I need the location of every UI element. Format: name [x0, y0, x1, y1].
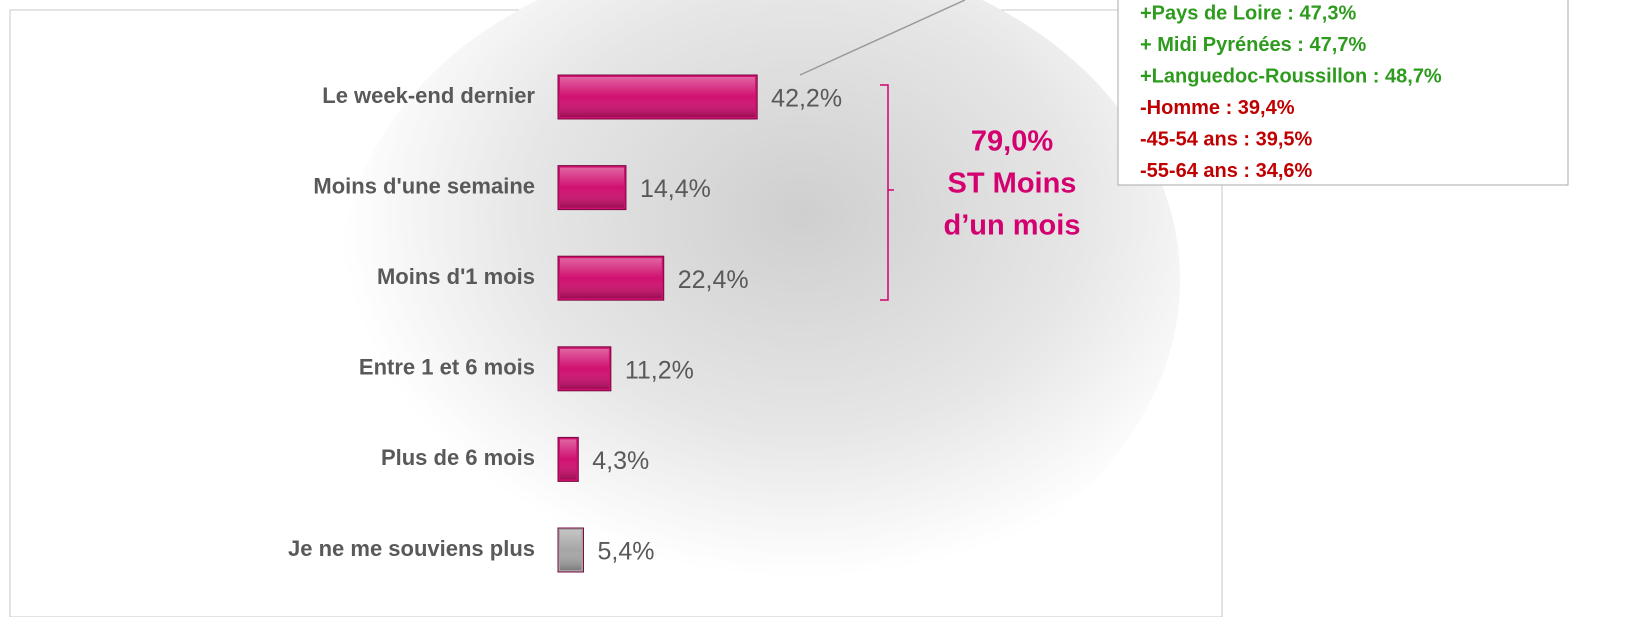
callout-line: -55-64 ans : 34,6% — [1140, 160, 1313, 182]
callout-line: + Midi Pyrénées : 47,7% — [1140, 34, 1366, 56]
bracket-label: 79,0% — [971, 126, 1053, 158]
bar-shine — [560, 77, 756, 117]
callout-connector — [799, 0, 966, 76]
bar-shine — [560, 258, 662, 299]
value-label: 5,4% — [597, 538, 654, 566]
value-label: 11,2% — [625, 356, 694, 384]
bracket-label: ST Moins — [948, 168, 1077, 200]
callout-line: +Languedoc-Roussillon : 48,7% — [1140, 65, 1442, 87]
category-label: Moins d'1 mois — [377, 264, 535, 289]
value-label: 4,3% — [592, 447, 649, 475]
callout-line: -45-54 ans : 39,5% — [1140, 128, 1313, 150]
bracket — [880, 84, 894, 301]
callout-box — [1117, 0, 1569, 186]
callout-line: -Homme : 39,4% — [1140, 97, 1295, 119]
category-label: Le week-end dernier — [322, 83, 535, 108]
category-label: Je ne me souviens plus — [288, 536, 535, 561]
bar-shine — [560, 167, 624, 208]
callout-line: +Pays de Loire : 47,3% — [1140, 2, 1356, 24]
background-photo — [340, 0, 1180, 610]
category-label: Moins d'une semaine — [313, 173, 535, 198]
bar-shine — [560, 530, 582, 570]
bar-shine — [560, 439, 577, 480]
bracket-label: d’un mois — [944, 210, 1081, 242]
category-label: Plus de 6 mois — [381, 445, 535, 470]
value-label: 22,4% — [678, 266, 749, 294]
value-label: 42,2% — [771, 85, 842, 113]
bar-shine — [560, 348, 609, 389]
category-label: Entre 1 et 6 mois — [359, 355, 535, 380]
value-label: 14,4% — [640, 175, 711, 203]
